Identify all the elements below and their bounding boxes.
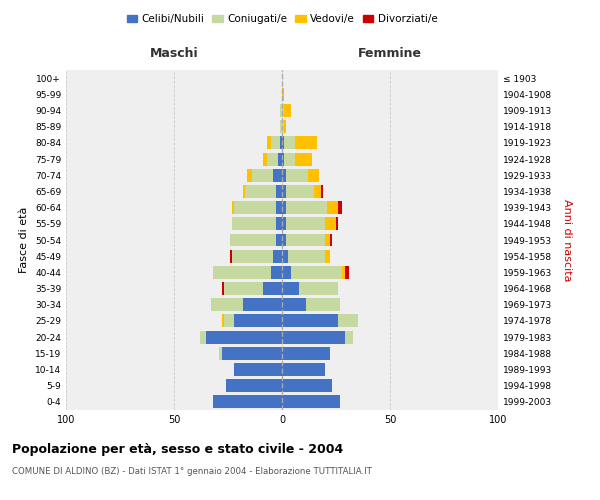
Bar <box>245 185 275 198</box>
Bar <box>295 136 317 149</box>
Bar <box>344 266 349 279</box>
Bar <box>284 152 295 166</box>
Bar <box>275 201 282 214</box>
Bar <box>232 201 235 214</box>
Bar <box>306 298 340 311</box>
Bar <box>282 169 286 181</box>
Bar <box>325 218 336 230</box>
Bar <box>221 314 224 328</box>
Bar <box>284 136 295 149</box>
Bar <box>211 298 243 311</box>
Bar <box>267 136 271 149</box>
Bar <box>286 234 325 246</box>
Bar <box>282 218 286 230</box>
Bar <box>274 250 282 262</box>
Bar <box>224 282 263 295</box>
Bar <box>282 314 338 328</box>
Bar <box>284 104 290 117</box>
Y-axis label: Anni di nascita: Anni di nascita <box>562 198 572 281</box>
Bar <box>221 282 224 295</box>
Bar <box>213 396 282 408</box>
Bar <box>282 363 325 376</box>
Y-axis label: Fasce di età: Fasce di età <box>19 207 29 273</box>
Bar <box>235 363 282 376</box>
Bar <box>275 234 282 246</box>
Bar <box>275 185 282 198</box>
Bar <box>282 185 286 198</box>
Bar <box>282 379 332 392</box>
Bar <box>206 330 282 344</box>
Bar <box>243 298 282 311</box>
Bar <box>282 234 286 246</box>
Bar <box>267 152 278 166</box>
Text: Maschi: Maschi <box>149 48 199 60</box>
Bar <box>290 266 343 279</box>
Bar <box>314 185 321 198</box>
Bar <box>295 152 312 166</box>
Bar <box>299 282 338 295</box>
Bar <box>286 169 308 181</box>
Bar <box>282 282 299 295</box>
Bar <box>282 136 284 149</box>
Bar <box>232 250 274 262</box>
Bar <box>280 104 282 117</box>
Bar <box>282 396 340 408</box>
Bar <box>220 347 221 360</box>
Bar <box>328 201 338 214</box>
Bar <box>325 250 329 262</box>
Bar <box>230 250 232 262</box>
Bar <box>263 152 267 166</box>
Bar <box>282 120 284 133</box>
Bar <box>282 201 286 214</box>
Bar <box>221 347 282 360</box>
Bar <box>278 152 282 166</box>
Bar <box>282 347 329 360</box>
Text: COMUNE DI ALDINO (BZ) - Dati ISTAT 1° gennaio 2004 - Elaborazione TUTTITALIA.IT: COMUNE DI ALDINO (BZ) - Dati ISTAT 1° ge… <box>12 468 372 476</box>
Bar <box>200 330 206 344</box>
Bar <box>280 120 282 133</box>
Bar <box>338 314 358 328</box>
Bar <box>213 266 271 279</box>
Bar <box>344 330 353 344</box>
Bar <box>271 136 280 149</box>
Legend: Celibi/Nubili, Coniugati/e, Vedovi/e, Divorziati/e: Celibi/Nubili, Coniugati/e, Vedovi/e, Di… <box>122 10 442 29</box>
Bar <box>280 136 282 149</box>
Bar <box>284 120 286 133</box>
Bar <box>282 104 284 117</box>
Bar <box>282 330 344 344</box>
Bar <box>243 185 245 198</box>
Bar <box>325 234 329 246</box>
Bar <box>252 169 274 181</box>
Bar <box>247 169 252 181</box>
Bar <box>282 250 289 262</box>
Bar <box>282 266 290 279</box>
Bar <box>286 218 325 230</box>
Bar <box>235 201 275 214</box>
Bar <box>338 201 343 214</box>
Bar <box>263 282 282 295</box>
Bar <box>275 218 282 230</box>
Bar <box>224 314 235 328</box>
Bar <box>286 201 328 214</box>
Bar <box>271 266 282 279</box>
Bar <box>289 250 325 262</box>
Bar <box>282 298 306 311</box>
Text: Femmine: Femmine <box>358 48 422 60</box>
Bar <box>329 234 332 246</box>
Bar <box>308 169 319 181</box>
Bar <box>282 152 284 166</box>
Bar <box>286 185 314 198</box>
Bar <box>226 379 282 392</box>
Bar <box>343 266 344 279</box>
Bar <box>321 185 323 198</box>
Bar <box>235 314 282 328</box>
Bar <box>232 218 275 230</box>
Text: Popolazione per età, sesso e stato civile - 2004: Popolazione per età, sesso e stato civil… <box>12 442 343 456</box>
Bar <box>274 169 282 181</box>
Bar <box>230 234 275 246</box>
Bar <box>336 218 338 230</box>
Bar <box>282 88 284 101</box>
